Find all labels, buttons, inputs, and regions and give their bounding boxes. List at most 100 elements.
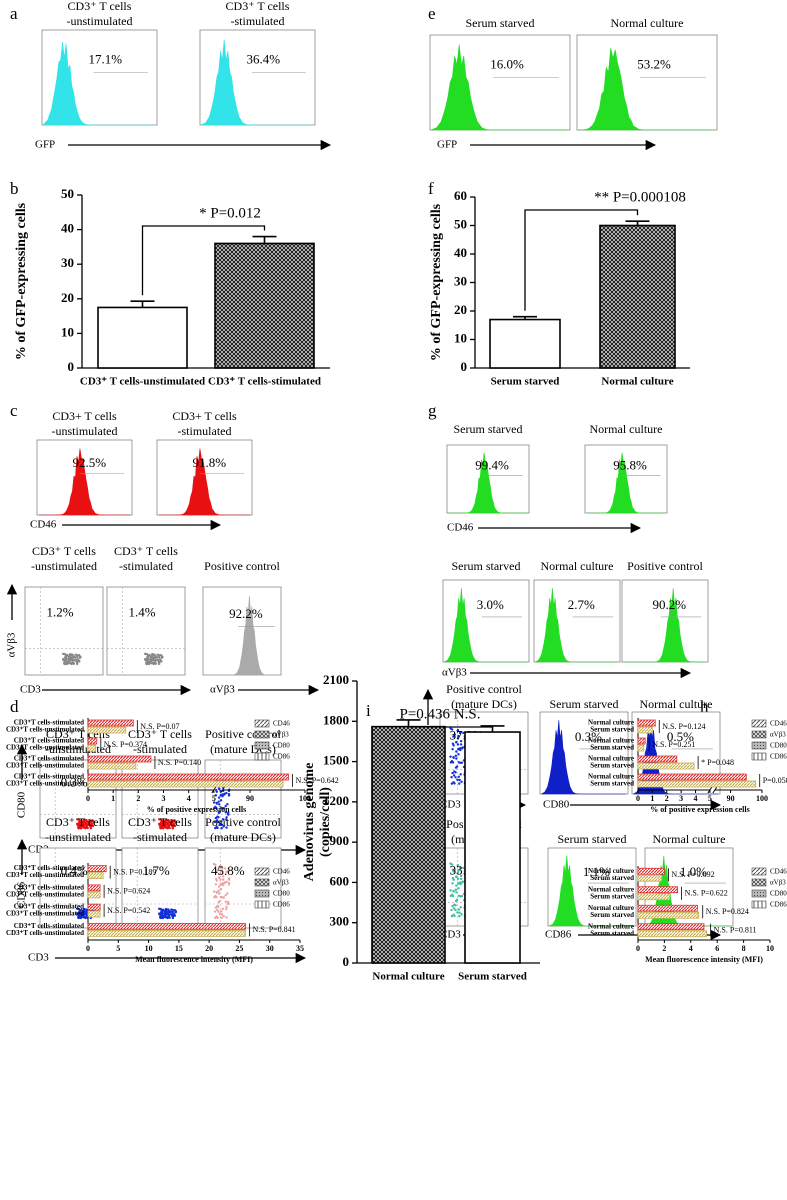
percent-label: 45.8% [211, 863, 245, 878]
cell-dot [454, 754, 458, 758]
cell-dot [164, 916, 167, 919]
cell-dot [454, 888, 458, 891]
cell-dot [225, 880, 228, 884]
bar [637, 773, 747, 781]
histogram [535, 588, 618, 663]
cell-dot [66, 653, 69, 657]
row-label: Normal culture [588, 885, 634, 893]
bar [97, 306, 188, 369]
cell-dot [82, 818, 86, 821]
x-tick-label: 10 [145, 944, 153, 953]
cell-dot [217, 889, 220, 892]
legend-label: CD80 [770, 890, 787, 898]
cell-dot [164, 818, 168, 821]
row-label: Normal culture [588, 867, 634, 875]
cell-dot [227, 902, 230, 906]
cell-dot [78, 656, 82, 659]
cell-dot [171, 915, 174, 918]
cell-dot [80, 908, 83, 912]
cell-dot [225, 816, 228, 819]
legend-swatch [751, 878, 767, 887]
cell-dot [459, 747, 462, 750]
cell-dot [78, 910, 82, 913]
plot-title: Normal culture [653, 832, 726, 846]
y-tick-label: 20 [61, 290, 74, 305]
error-bar [252, 235, 277, 244]
x-tick-label: 5 [708, 794, 712, 803]
cell-dot [454, 776, 457, 779]
y-tick-label: 0 [68, 359, 75, 374]
x-axis-label: Mean fluorescence intensity (MFI) [135, 955, 253, 964]
x-tick-label: 2 [662, 944, 666, 953]
cell-dot [222, 896, 226, 899]
legend-swatch [254, 719, 270, 728]
plot-title: Serum starved [452, 559, 521, 573]
x-tick-label: 2 [665, 794, 669, 803]
y-tick-label: 30 [61, 255, 74, 270]
row-label: CD3⁺T cells-unstimulated [6, 726, 84, 734]
cell-dot [450, 775, 453, 779]
y-tick-label: 60 [454, 188, 467, 203]
cell-dot [450, 908, 453, 912]
cell-dot [454, 766, 458, 769]
cell-dot [214, 826, 217, 830]
x-tick-label: 4 [187, 794, 191, 803]
cell-dot [150, 653, 154, 656]
cell-dot [215, 870, 218, 874]
row-label: CD3⁺T cells-stimulated [14, 737, 84, 745]
cell-dot [84, 826, 88, 829]
error-bar [130, 300, 155, 308]
y-tick-label: 2100 [323, 672, 349, 687]
cell-dot [172, 912, 176, 916]
cell-dot [77, 818, 80, 821]
cell-dot [215, 790, 218, 793]
percent-label: 0.4% [61, 863, 88, 878]
cell-dot [214, 906, 218, 909]
axis-label: αVβ3 [210, 684, 235, 696]
bar [637, 744, 645, 752]
plot-title: Serum starved [454, 422, 523, 436]
cell-dot [213, 895, 216, 899]
percent-label: 90.2% [653, 597, 687, 612]
cell-dot [224, 894, 227, 897]
cell-dot [218, 823, 222, 826]
x-tick-label: 4 [694, 794, 698, 803]
row-label: Normal culture [588, 904, 634, 912]
plot-title: -unstimulated [67, 14, 133, 28]
bar [87, 884, 101, 892]
plot-frame [204, 759, 282, 839]
cell-dot [449, 755, 452, 758]
histogram [201, 39, 313, 126]
x-tick-label: Normal culture [601, 376, 673, 388]
legend-swatch [254, 867, 270, 876]
cell-dot [225, 818, 228, 821]
legend-swatch [254, 900, 270, 909]
cell-dot [451, 882, 454, 885]
cell-dot [150, 662, 154, 665]
cell-dot [76, 913, 79, 916]
cell-dot [219, 878, 222, 881]
histogram [541, 720, 626, 795]
annotation: N.S. P=0.140 [158, 758, 201, 767]
percent-label: 1.7% [143, 863, 170, 878]
cell-dot [457, 869, 460, 873]
cell-dot [220, 806, 223, 810]
x-tick-label: Serum starved [458, 971, 527, 983]
cell-dot [81, 911, 84, 914]
annotation: N.S. P=0.07 [140, 722, 179, 731]
y-tick-label: 50 [61, 186, 74, 201]
cell-dot [225, 870, 228, 874]
cell-dot [145, 652, 148, 656]
cell-dot [462, 731, 465, 735]
cell-dot [459, 881, 462, 884]
axis-label: CD80 [16, 791, 28, 818]
x-tick-label: 5 [116, 944, 120, 953]
bar [637, 726, 653, 734]
cell-dot [453, 733, 457, 736]
axis-label: GFP [437, 139, 457, 151]
percent-label: 1.4% [129, 604, 156, 619]
row-label: Normal culture [588, 922, 634, 930]
legend-label: CD80 [273, 742, 290, 750]
y-tick-label: 30 [454, 273, 467, 288]
x-tick-label: 1 [650, 794, 654, 803]
